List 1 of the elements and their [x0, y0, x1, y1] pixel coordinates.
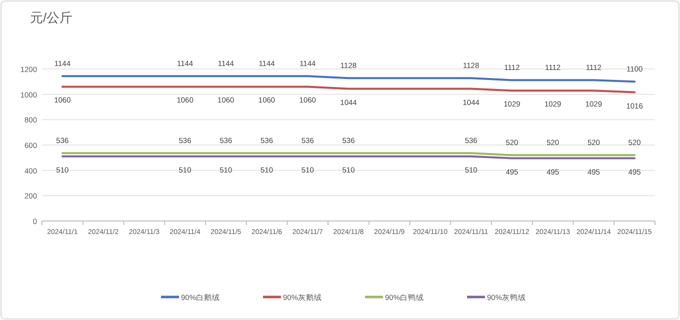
y-axis-title: 元/公斤	[30, 10, 73, 25]
